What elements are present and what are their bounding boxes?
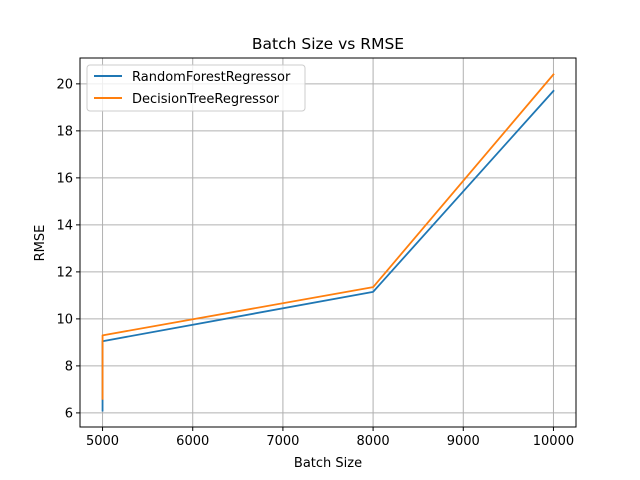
y-tick-label: 18 — [56, 124, 73, 139]
y-axis-label: RMSE — [33, 225, 48, 262]
grid — [80, 58, 576, 427]
y-tick-label: 20 — [56, 77, 73, 92]
x-tick-label: 5000 — [86, 434, 119, 449]
legend-box — [86, 64, 306, 112]
y-tick-label: 12 — [56, 265, 73, 280]
plot-area — [79, 57, 577, 428]
x-tick-label: 9000 — [447, 434, 480, 449]
legend-label-decision-tree: DecisionTreeRegressor — [132, 92, 280, 107]
chart-title: Batch Size vs RMSE — [252, 35, 404, 53]
y-axis-ticks: 6 8 10 12 14 16 18 20 — [56, 77, 80, 421]
legend: RandomForestRegressor DecisionTreeRegres… — [86, 64, 306, 112]
x-tick-label: 8000 — [357, 434, 390, 449]
y-tick-label: 10 — [56, 312, 73, 327]
y-tick-label: 8 — [65, 359, 73, 374]
x-axis-label: Batch Size — [294, 456, 362, 471]
series-lines — [101, 73, 555, 412]
y-tick-label: 16 — [56, 171, 73, 186]
x-tick-label: 10000 — [533, 434, 574, 449]
x-axis-ticks: 5000 6000 7000 8000 9000 10000 — [86, 427, 574, 449]
series-line-0 — [101, 89, 555, 412]
x-tick-label: 6000 — [176, 434, 209, 449]
series-line-1 — [101, 73, 555, 400]
y-tick-label: 14 — [56, 218, 73, 233]
legend-label-random-forest: RandomForestRegressor — [132, 70, 291, 85]
y-tick-label: 6 — [65, 406, 73, 421]
x-tick-label: 7000 — [266, 434, 299, 449]
